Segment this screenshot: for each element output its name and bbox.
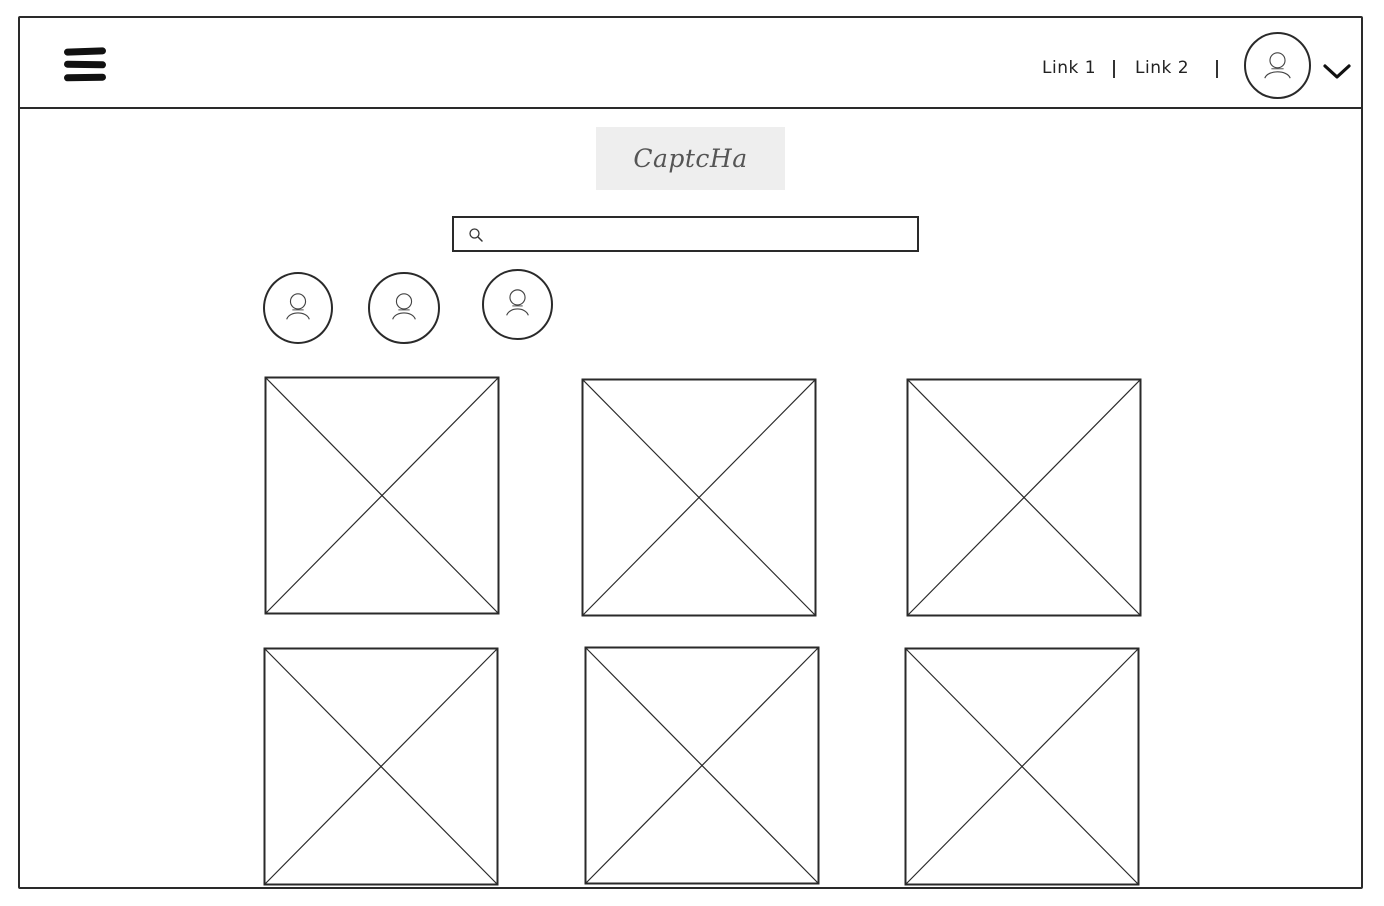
image-placeholder-icon[interactable] bbox=[904, 647, 1140, 886]
image-placeholder-icon[interactable] bbox=[581, 378, 817, 617]
image-placeholder-icon[interactable] bbox=[584, 646, 820, 885]
user-avatar-icon[interactable] bbox=[368, 272, 440, 344]
nav-link-1[interactable]: Link 1 bbox=[1042, 58, 1097, 78]
user-avatar-icon[interactable] bbox=[263, 272, 333, 344]
image-placeholder-icon[interactable] bbox=[263, 647, 499, 886]
browser-window-frame: Link 1 Link 2 CaptcHa bbox=[18, 16, 1363, 889]
top-navbar: Link 1 Link 2 bbox=[20, 18, 1361, 109]
nav-separator bbox=[1216, 60, 1218, 78]
captcha-box: CaptcHa bbox=[596, 127, 785, 190]
user-avatar-icon[interactable] bbox=[482, 269, 553, 340]
image-placeholder-icon[interactable] bbox=[906, 378, 1142, 617]
nav-separator bbox=[1113, 60, 1115, 78]
image-placeholder-icon[interactable] bbox=[264, 376, 500, 615]
nav-link-2[interactable]: Link 2 bbox=[1135, 58, 1190, 78]
search-icon bbox=[469, 228, 483, 242]
hamburger-menu-icon[interactable] bbox=[63, 46, 108, 84]
search-input[interactable] bbox=[492, 221, 911, 249]
chevron-down-icon[interactable] bbox=[1322, 62, 1352, 82]
search-bar[interactable] bbox=[452, 216, 919, 252]
user-avatar-icon[interactable] bbox=[1244, 32, 1311, 99]
